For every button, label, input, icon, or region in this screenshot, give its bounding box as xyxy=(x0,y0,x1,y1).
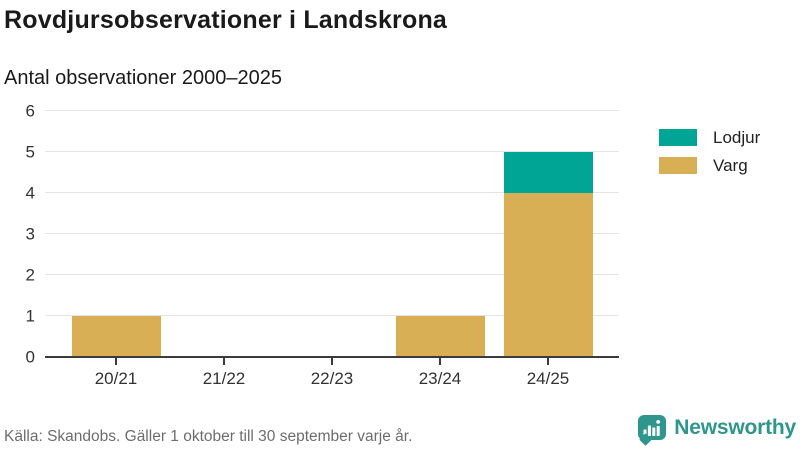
x-axis-tick xyxy=(331,358,333,365)
tick-slot xyxy=(170,357,278,365)
newsworthy-logo: Newsworthy xyxy=(638,415,796,440)
legend-swatch-lodjur xyxy=(659,129,697,146)
x-axis-tick xyxy=(547,358,549,365)
bar-slot-23/24 xyxy=(386,316,494,357)
x-tick-label: 23/24 xyxy=(418,369,462,388)
gridline-4 xyxy=(45,192,619,193)
x-tick-label: 24/25 xyxy=(526,369,570,388)
y-tick-label: 1 xyxy=(25,306,35,326)
x-tick-label: 21/22 xyxy=(202,369,246,388)
tick-slot xyxy=(386,357,494,365)
x-axis-tick xyxy=(223,358,225,365)
gridline-5 xyxy=(45,151,619,152)
x-axis-line xyxy=(45,356,619,358)
x-axis-tick xyxy=(115,358,117,365)
y-tick-label: 3 xyxy=(25,224,35,244)
y-tick-label: 5 xyxy=(25,142,35,162)
legend-swatch-varg xyxy=(659,157,697,174)
y-tick-label: 4 xyxy=(25,183,35,203)
y-tick-label: 0 xyxy=(25,347,35,367)
tick-slot xyxy=(494,357,602,365)
gridline-6 xyxy=(45,110,619,111)
bar-segment-lodjur-24/25 xyxy=(503,152,593,193)
newsworthy-chart-bubble-icon xyxy=(638,415,667,440)
x-tick-label: 20/21 xyxy=(94,369,138,388)
gridline-2 xyxy=(45,274,619,275)
bar-segment-varg-24/25 xyxy=(503,193,593,357)
bar-stack-23/24 xyxy=(395,316,485,357)
tick-slot xyxy=(62,357,170,365)
chart-subtitle: Antal observationer 2000–2025 xyxy=(4,67,282,89)
source-note: Källa: Skandobs. Gäller 1 oktober till 3… xyxy=(4,428,413,445)
tick-slot xyxy=(278,357,386,365)
legend-label-lodjur: Lodjur xyxy=(713,128,761,147)
bar-slot-24/25 xyxy=(494,152,602,357)
newsworthy-wordmark: Newsworthy xyxy=(674,415,796,439)
x-axis-ticks xyxy=(45,357,619,365)
bar-stack-24/25 xyxy=(503,152,593,357)
gridline-1 xyxy=(45,315,619,316)
y-tick-label: 2 xyxy=(25,265,35,285)
x-axis-labels: 20/21 21/22 22/23 23/24 24/25 xyxy=(45,369,619,389)
bar-segment-varg-20/21 xyxy=(71,316,161,357)
legend-label-varg: Varg xyxy=(713,156,748,175)
plot-area: 20/21 21/22 22/23 23/24 24/25 0 1 2 3 4 5 6 xyxy=(26,103,619,388)
bar-slot-20/21 xyxy=(62,316,170,357)
bar-stack-20/21 xyxy=(71,316,161,357)
chart-title: Rovdjursobservationer i Landskrona xyxy=(4,6,448,34)
gridline-3 xyxy=(45,233,619,234)
bar-segment-varg-23/24 xyxy=(395,316,485,357)
legend-item-lodjur: Lodjur xyxy=(659,129,760,146)
x-tick-label: 22/23 xyxy=(310,369,354,388)
legend: Lodjur Varg xyxy=(659,129,760,185)
y-tick-label: 6 xyxy=(25,101,35,121)
legend-item-varg: Varg xyxy=(659,157,760,174)
bars-layer xyxy=(45,111,619,357)
x-axis-tick xyxy=(439,358,441,365)
